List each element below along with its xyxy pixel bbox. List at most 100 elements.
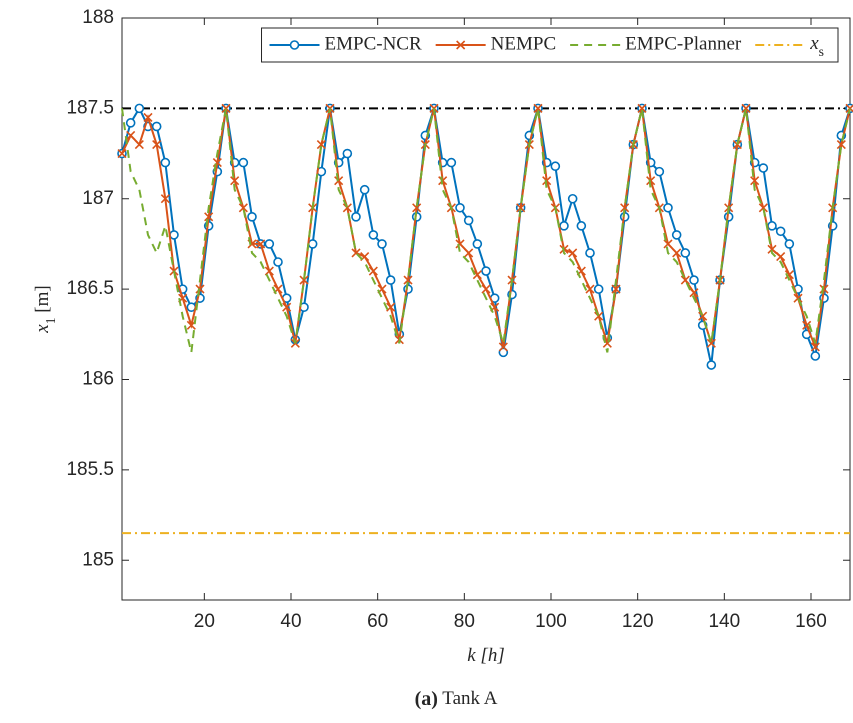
y-tick-label: 185 <box>82 549 114 570</box>
point <box>403 275 413 285</box>
point <box>455 239 465 249</box>
point <box>230 176 240 186</box>
point <box>256 239 266 249</box>
point <box>775 226 786 237</box>
point <box>672 248 682 258</box>
point <box>316 139 326 150</box>
point <box>810 351 821 361</box>
x-tick-label: 60 <box>367 611 388 632</box>
point <box>412 203 422 213</box>
point <box>368 230 379 240</box>
x-tick-label: 80 <box>454 611 475 632</box>
point <box>663 202 673 213</box>
point <box>125 118 136 128</box>
point <box>273 257 283 267</box>
point <box>793 293 803 303</box>
point <box>516 203 526 213</box>
point <box>654 166 665 177</box>
point <box>160 194 170 204</box>
point <box>481 266 491 276</box>
legend-label: EMPC-NCR <box>325 33 422 54</box>
point <box>706 338 716 348</box>
legend: EMPC-NCR NEMPC EMPC-Planner xs <box>261 27 839 63</box>
caption: (a) Tank A <box>415 688 498 710</box>
x-tick-label: 160 <box>795 611 827 632</box>
point <box>802 320 812 330</box>
point <box>455 202 465 213</box>
point <box>750 176 760 186</box>
point <box>151 121 162 132</box>
point <box>706 360 717 370</box>
x-tick-label: 20 <box>194 611 215 632</box>
point <box>698 311 708 321</box>
point <box>689 288 699 298</box>
point <box>351 212 361 222</box>
x-tick-label: 40 <box>280 611 301 632</box>
point <box>689 275 699 285</box>
point <box>680 275 690 285</box>
point <box>498 347 509 358</box>
point <box>620 203 630 213</box>
point <box>585 248 595 258</box>
point <box>195 284 205 294</box>
legend-box <box>261 27 839 63</box>
legend-label: EMPC-Planner <box>625 33 742 54</box>
point <box>342 203 352 213</box>
x-tick-label: 120 <box>622 611 654 632</box>
point <box>446 157 457 168</box>
point <box>585 284 595 294</box>
x-axis-label: k [h] <box>467 645 504 666</box>
point <box>204 212 214 222</box>
point <box>238 203 248 213</box>
point <box>264 266 274 276</box>
point <box>498 342 508 352</box>
point <box>758 203 768 213</box>
point <box>758 163 769 173</box>
point <box>567 193 578 204</box>
point <box>385 275 396 285</box>
point <box>671 230 682 240</box>
series-line <box>121 108 851 353</box>
point <box>143 112 153 122</box>
point <box>307 239 318 249</box>
y-tick-label: 186.5 <box>66 278 114 299</box>
point <box>359 184 370 195</box>
point <box>810 342 820 352</box>
point <box>576 221 587 231</box>
point <box>836 139 846 150</box>
point <box>463 215 474 226</box>
point <box>784 270 794 280</box>
point <box>611 284 621 294</box>
point <box>663 239 673 249</box>
legend-label: NEMPC <box>491 33 556 54</box>
point <box>264 239 275 249</box>
point <box>247 212 257 222</box>
point <box>776 252 786 262</box>
point <box>819 284 829 294</box>
point <box>481 284 491 294</box>
y-axis-label: x1 [m] <box>32 285 57 333</box>
point <box>368 266 378 276</box>
legend-marker <box>289 40 300 50</box>
point <box>767 221 777 231</box>
point <box>134 139 144 150</box>
point <box>732 139 742 150</box>
point <box>299 275 309 285</box>
point <box>386 302 396 312</box>
x-tick-label: 140 <box>708 611 740 632</box>
point <box>152 139 162 150</box>
point <box>559 221 569 231</box>
plot-area <box>121 17 851 601</box>
point <box>767 244 777 254</box>
y-tick-label: 187.5 <box>66 97 114 118</box>
point <box>464 248 474 258</box>
point <box>238 157 249 168</box>
point <box>160 157 171 168</box>
point <box>533 103 543 113</box>
point <box>472 270 482 280</box>
point <box>221 103 231 113</box>
point <box>282 302 292 312</box>
point <box>134 103 145 114</box>
point <box>117 148 127 159</box>
point <box>593 284 604 294</box>
